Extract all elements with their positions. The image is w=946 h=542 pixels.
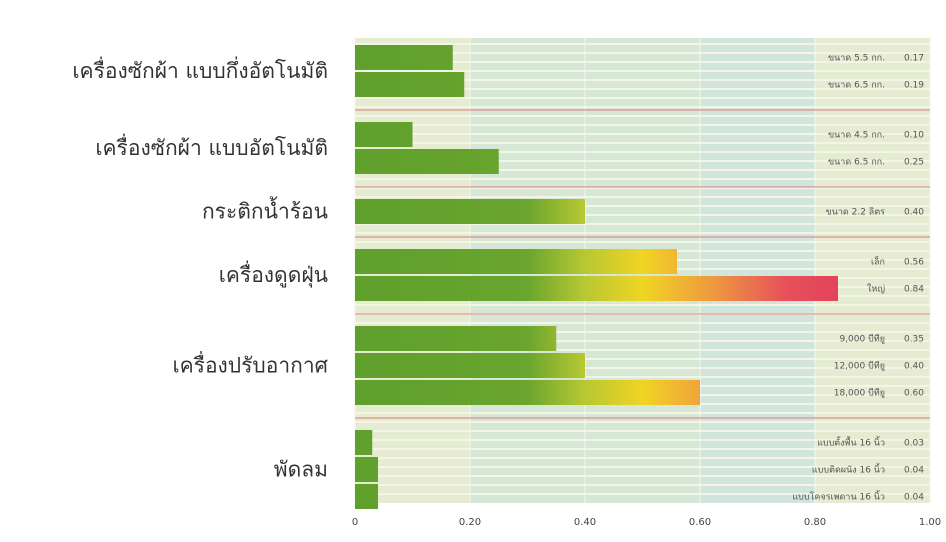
bar-label: ขนาด 6.5 กก. bbox=[828, 81, 885, 91]
bar bbox=[355, 484, 378, 509]
bar-label: แบบตั้งพื้น 16 นิ้ว bbox=[817, 436, 885, 449]
group-label: เครื่องซักผ้า แบบกึ่งอัตโนมัติ bbox=[72, 56, 328, 83]
bar bbox=[355, 72, 465, 97]
bar-label: ขนาด 6.5 กก. bbox=[828, 158, 885, 168]
bar bbox=[355, 326, 557, 351]
group-label: พัดลม bbox=[274, 458, 328, 482]
value-label: 0.04 bbox=[904, 493, 924, 503]
bar-label: ขนาด 5.5 กก. bbox=[828, 54, 885, 64]
bar-label: ขนาด 4.5 กก. bbox=[828, 131, 885, 141]
bar bbox=[355, 457, 378, 482]
bar bbox=[355, 353, 585, 378]
value-label: 0.35 bbox=[904, 335, 924, 345]
bar bbox=[355, 380, 700, 405]
bar bbox=[355, 249, 677, 274]
value-label: 0.56 bbox=[904, 258, 924, 268]
bar bbox=[355, 199, 585, 224]
bar-label: 9,000 บีทียู bbox=[839, 334, 885, 345]
x-tick-label: 0 bbox=[352, 517, 358, 528]
value-label: 0.17 bbox=[904, 54, 924, 64]
x-tick-label: 0.80 bbox=[804, 517, 826, 528]
bar-label: เล็ก bbox=[871, 255, 885, 268]
bar-label: 12,000 บีทียู bbox=[834, 361, 885, 372]
group-label: เครื่องปรับอากาศ bbox=[172, 351, 328, 378]
bar-label: ใหญ่ bbox=[867, 284, 885, 295]
bar-label: 18,000 บีทียู bbox=[834, 388, 885, 399]
bar bbox=[355, 149, 499, 174]
group-label: เครื่องซักผ้า แบบอัตโนมัติ bbox=[95, 133, 328, 160]
value-label: 0.10 bbox=[904, 131, 924, 141]
value-label: 0.03 bbox=[904, 439, 924, 449]
value-label: 0.84 bbox=[904, 285, 924, 295]
value-label: 0.19 bbox=[904, 81, 924, 91]
value-label: 0.04 bbox=[904, 466, 924, 476]
x-tick-label: 0.20 bbox=[459, 517, 481, 528]
value-label: 0.40 bbox=[904, 362, 924, 372]
x-tick-label: 0.60 bbox=[689, 517, 711, 528]
group-label: กระติกน้ำร้อน bbox=[202, 197, 328, 224]
bar-label: แบบติดผนัง 16 นิ้ว bbox=[812, 463, 885, 476]
bar-label: ขนาด 2.2 ลิตร bbox=[826, 207, 886, 218]
group-label: เครื่องดูดฝุ่น bbox=[219, 260, 328, 288]
value-label: 0.60 bbox=[904, 389, 924, 399]
value-label: 0.25 bbox=[904, 158, 924, 168]
value-label: 0.40 bbox=[904, 208, 924, 218]
bar bbox=[355, 430, 373, 455]
x-tick-label: 0.40 bbox=[574, 517, 596, 528]
x-tick-label: 1.00 bbox=[919, 517, 941, 528]
bar bbox=[355, 45, 453, 70]
bar-label: แบบโคจรเพดาน 16 นิ้ว bbox=[792, 490, 885, 503]
bar bbox=[355, 122, 413, 147]
bar bbox=[355, 276, 838, 301]
